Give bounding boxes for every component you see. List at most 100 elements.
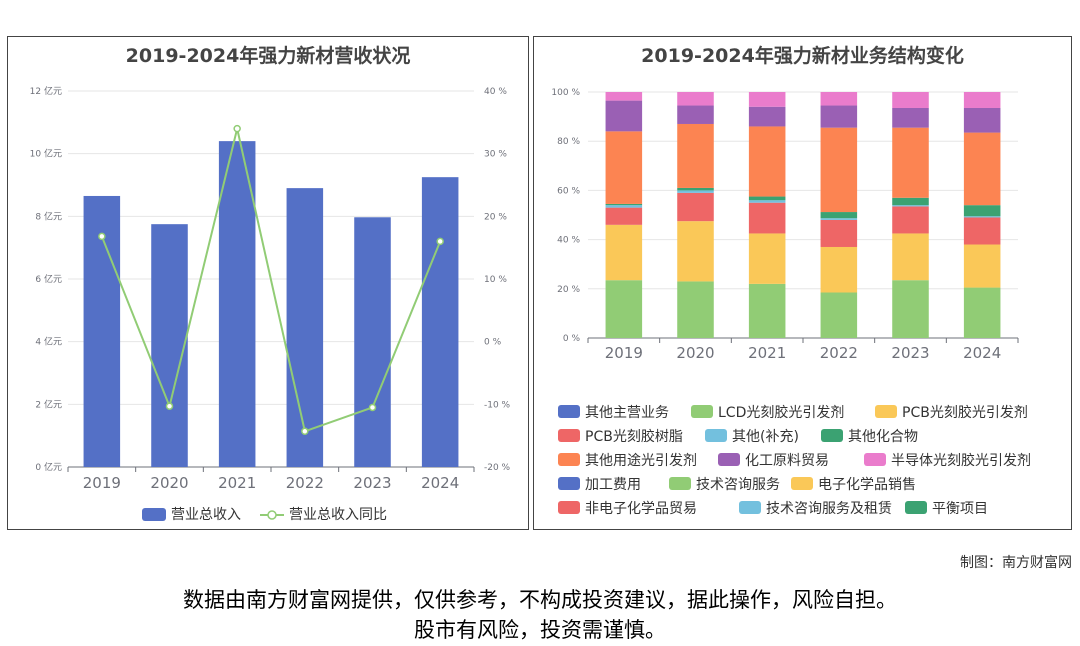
legend-label: 平衡项目 xyxy=(932,501,988,517)
x-tick-label: 2022 xyxy=(820,344,858,362)
legend-label: 技术咨询服务 xyxy=(696,477,780,493)
line-revenue-yoy xyxy=(100,128,442,433)
x-tick-label: 2022 xyxy=(286,474,324,492)
bar-segment-2021-7 xyxy=(748,106,786,127)
legend-label: 营业总收入同比 xyxy=(289,507,387,523)
bar-segment-2024-6 xyxy=(963,132,1001,206)
bar-segment-2024-3 xyxy=(963,217,1001,245)
bar-segment-2020-1 xyxy=(677,281,714,338)
bar-segment-2023-3 xyxy=(892,206,929,234)
legend-label: 其他化合物 xyxy=(848,429,918,445)
point-yoy-2019 xyxy=(98,232,106,241)
bar-segment-2022-8 xyxy=(820,92,858,106)
y-tick-label: 100 % xyxy=(551,88,580,98)
bar-segment-2022-3 xyxy=(820,219,858,247)
x-tick-label: 2021 xyxy=(748,344,786,362)
bar-segment-2020-6 xyxy=(677,123,714,188)
legend-label: 非电子化学品贸易 xyxy=(585,501,697,517)
y-right-tick-label: 10 % xyxy=(484,275,507,285)
x-tick-label: 2020 xyxy=(150,474,188,492)
legend-item-4: 其他(补充) xyxy=(705,429,799,445)
x-tick-label: 2024 xyxy=(963,344,1001,362)
bar-segment-2024-1 xyxy=(963,287,1001,338)
bar-segment-2020-3 xyxy=(677,192,714,222)
bar-segment-2021-2 xyxy=(748,233,786,284)
legend-swatch xyxy=(739,501,761,514)
legend-label: 半导体光刻胶光引发剂 xyxy=(891,452,1031,469)
disclaimer-line-1: 数据由南方财富网提供，仅供参考，不构成投资建议，据此操作，风险自担。 xyxy=(183,588,897,612)
bar-segment-2021-8 xyxy=(748,92,786,107)
bar-segment-2022-4 xyxy=(820,218,858,220)
legend-label: 技术咨询服务及租赁 xyxy=(766,501,892,517)
legend-item-9: 加工费用 xyxy=(558,477,641,493)
bar-revenue-2024 xyxy=(421,177,459,467)
bar-segment-2019-3 xyxy=(605,207,643,225)
legend-swatch xyxy=(864,453,886,466)
y-right-tick-label: -10 % xyxy=(484,400,511,410)
y-left-tick-label: 2 亿元 xyxy=(35,398,62,410)
bar-segment-2019-4 xyxy=(605,205,643,208)
y-right-tick-label: -20 % xyxy=(484,463,511,473)
bar-segment-2019-5 xyxy=(605,203,643,206)
legend-item-14: 平衡项目 xyxy=(905,501,988,517)
point-yoy-2023 xyxy=(368,403,377,412)
bar-segment-2019-7 xyxy=(605,100,643,132)
legend-label: PCB光刻胶树脂 xyxy=(585,428,683,445)
bar-segment-2019-1 xyxy=(605,280,643,338)
y-tick-label: 60 % xyxy=(557,186,580,196)
bar-segment-2022-2 xyxy=(820,246,858,293)
bar-segment-2024-2 xyxy=(963,244,1001,288)
structure-chart: 0 % 20 % 40 % 60 % 80 % 100 % 2019 2020 2021 2022… xyxy=(551,88,1031,517)
legend-item-revenue: 营业总收入 xyxy=(142,507,241,523)
legend-label: 其他用途光引发剂 xyxy=(585,452,697,469)
y-tick-label: 0 % xyxy=(563,334,581,344)
legend-item-8: 半导体光刻胶光引发剂 xyxy=(864,452,1031,469)
y-tick-label: 40 % xyxy=(557,236,580,246)
bar-segment-2021-4 xyxy=(748,200,786,203)
legend-item-revenue-yoy: 营业总收入同比 xyxy=(260,507,387,523)
legend-item-12: 非电子化学品贸易 xyxy=(558,501,697,517)
legend-swatch xyxy=(791,477,813,490)
legend-label: 化工原料贸易 xyxy=(745,453,829,469)
legend-item-13: 技术咨询服务及租赁 xyxy=(739,501,892,517)
y-right-tick-label: 30 % xyxy=(484,150,507,160)
y-right-tick-label: 0 % xyxy=(484,338,502,348)
legend-swatch xyxy=(558,405,580,418)
y-tick-label: 20 % xyxy=(557,285,580,295)
x-tick-label: 2023 xyxy=(353,474,391,492)
bar-segment-2024-4 xyxy=(963,216,1001,218)
legend-swatch-marker xyxy=(267,510,277,520)
structure-chart-title: 2019-2024年强力新材业务结构变化 xyxy=(641,45,964,67)
legend-label: 其他主营业务 xyxy=(585,405,669,421)
bar-segment-2020-8 xyxy=(677,92,714,106)
bar-segment-2022-5 xyxy=(820,212,858,219)
structure-chart-panel: 2019-2024年强力新材业务结构变化 0 % 20 % 40 % 60 % 80 %… xyxy=(533,36,1072,530)
legend-item-7: 化工原料贸易 xyxy=(718,453,829,469)
legend-swatch xyxy=(558,429,580,442)
bar-segment-2023-8 xyxy=(892,92,929,108)
bar-segment-2019-2 xyxy=(605,224,643,281)
bar-segment-2023-5 xyxy=(892,197,929,206)
y-left-tick-label: 0 亿元 xyxy=(35,461,62,473)
legend-swatch xyxy=(905,501,927,514)
disclaimer-line-2: 股市有风险，投资需谨慎。 xyxy=(414,618,666,642)
bar-segment-2024-5 xyxy=(963,205,1001,217)
revenue-chart-title: 2019-2024年强力新材营收状况 xyxy=(125,45,411,67)
legend-label: LCD光刻胶光引发剂 xyxy=(718,404,844,421)
legend-item-10: 技术咨询服务 xyxy=(669,477,780,493)
bar-segment-2022-7 xyxy=(820,105,858,128)
y-right-tick-label: 20 % xyxy=(484,212,507,222)
bar-segment-2021-3 xyxy=(748,202,786,234)
bar-segment-2023-1 xyxy=(892,280,929,338)
y-left-tick-label: 6 亿元 xyxy=(35,273,62,285)
bar-segment-2019-6 xyxy=(605,131,643,204)
bar-segment-2023-2 xyxy=(892,233,929,281)
legend-swatch xyxy=(558,453,580,466)
bar-segment-2023-6 xyxy=(892,127,929,198)
bar-segment-2020-7 xyxy=(677,105,714,124)
legend-swatch xyxy=(875,405,897,418)
legend-swatch xyxy=(669,477,691,490)
bar-segment-2023-4 xyxy=(892,205,929,207)
bar-revenue-2019 xyxy=(83,195,121,467)
legend-label: 其他(补充) xyxy=(732,429,799,445)
